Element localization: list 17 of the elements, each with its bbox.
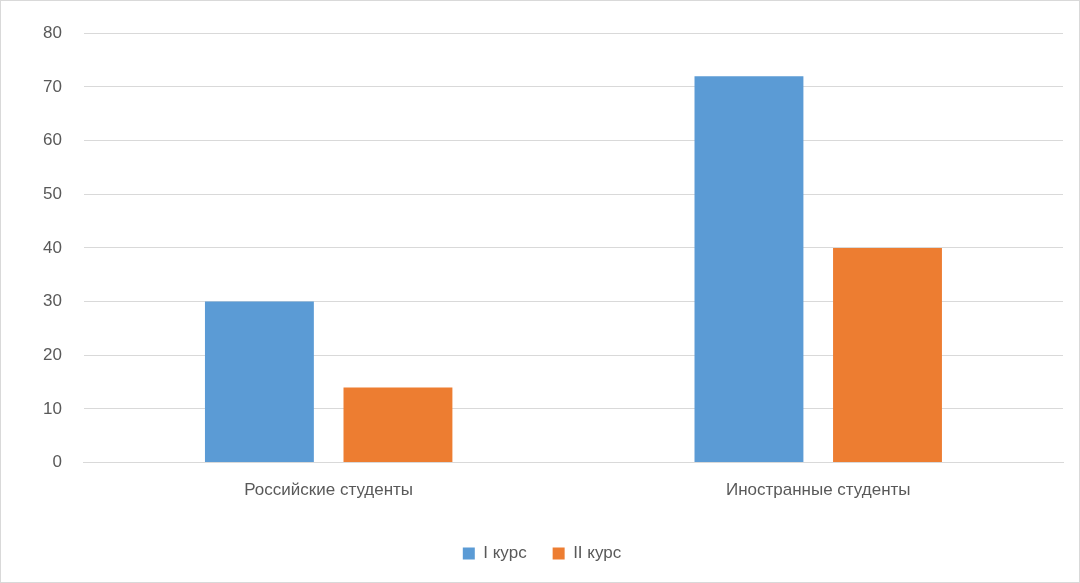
bar — [833, 247, 942, 463]
legend-label: II курс — [573, 543, 622, 563]
y-tick-label: 10 — [42, 398, 62, 418]
x-tick-label: Российские студенты — [244, 480, 414, 500]
y-tick-label: 30 — [42, 291, 62, 311]
y-tick-label: 50 — [42, 183, 62, 203]
y-tick-label: 40 — [42, 237, 62, 257]
y-tick-label: 60 — [42, 130, 62, 150]
legend-label: I курс — [483, 543, 528, 563]
bar — [694, 76, 804, 463]
y-tick-label: 0 — [52, 452, 62, 472]
y-tick-label: 80 — [42, 22, 62, 42]
y-tick-label: 70 — [42, 76, 62, 96]
x-tick-label: Иностранные студенты — [725, 480, 911, 500]
y-tick-label: 20 — [42, 344, 62, 364]
bar — [204, 301, 314, 463]
bar — [343, 387, 453, 463]
